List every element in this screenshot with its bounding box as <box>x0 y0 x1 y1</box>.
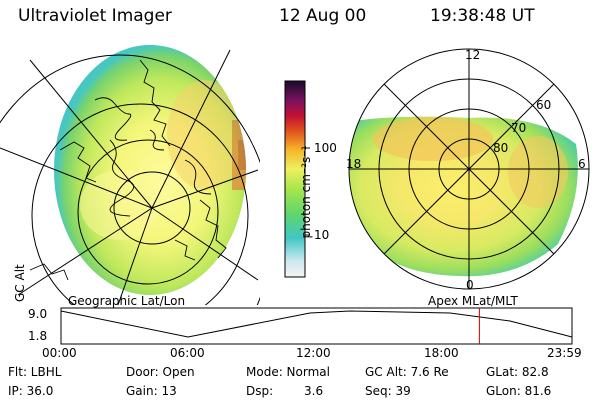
status-seq: Seq: 39 <box>365 384 411 398</box>
instrument-title: Ultraviolet Imager <box>18 6 172 26</box>
mlt-label-18: 18 <box>346 157 362 171</box>
status-dsp-label: Dsp: <box>246 384 274 398</box>
altitude-ylabel: GC Alt <box>13 264 27 302</box>
mlat-label-80: 80 <box>493 141 509 155</box>
polar-grid <box>348 48 590 290</box>
altitude-ymax: 9.0 <box>28 307 48 321</box>
colorbar-tick-10: 10 <box>314 228 330 242</box>
colorbar-unit-label: photon cm⁻²s⁻¹ <box>299 145 313 239</box>
altitude-plot-frame <box>60 307 573 345</box>
time-tick-1800: 18:00 <box>424 346 459 360</box>
status-gc-alt: GC Alt: 7.6 Re <box>365 365 449 379</box>
status-mode: Mode: Normal <box>246 365 330 379</box>
status-glon: GLon: 81.6 <box>486 384 552 398</box>
mlat-label-70: 70 <box>511 121 527 135</box>
geographic-map <box>0 45 260 305</box>
status-gain: Gain: 13 <box>126 384 177 398</box>
apex-caption: Apex MLat/MLT <box>428 294 518 308</box>
polar-mlat-mlt-map <box>348 48 590 290</box>
mlt-label-6: 6 <box>578 157 586 171</box>
altitude-ymin: 1.8 <box>28 329 48 343</box>
status-door: Door: Open <box>126 365 195 379</box>
mlat-label-60: 60 <box>536 98 552 112</box>
status-glat: GLat: 82.8 <box>486 365 549 379</box>
time-tick-2359: 23:59 <box>547 346 582 360</box>
time-tick-0600: 06:00 <box>170 346 205 360</box>
time-tick-0000: 00:00 <box>42 346 77 360</box>
mlt-label-0: 0 <box>466 278 474 292</box>
status-filter: Flt: LBHL <box>8 365 62 379</box>
mlt-label-12: 12 <box>465 48 481 62</box>
colorbar <box>284 80 310 278</box>
status-dsp-value: 3.6 <box>304 384 324 398</box>
status-ip: IP: 36.0 <box>8 384 54 398</box>
date-label: 12 Aug 00 <box>279 6 367 26</box>
coastlines <box>29 59 227 281</box>
geographic-caption: Geographic Lat/Lon <box>68 294 186 308</box>
colorbar-tick-100: 100 <box>314 141 337 155</box>
altitude-plot <box>60 307 573 345</box>
time-label: 19:38:48 UT <box>430 6 535 26</box>
time-tick-1200: 12:00 <box>296 346 331 360</box>
altitude-curve <box>60 310 573 338</box>
